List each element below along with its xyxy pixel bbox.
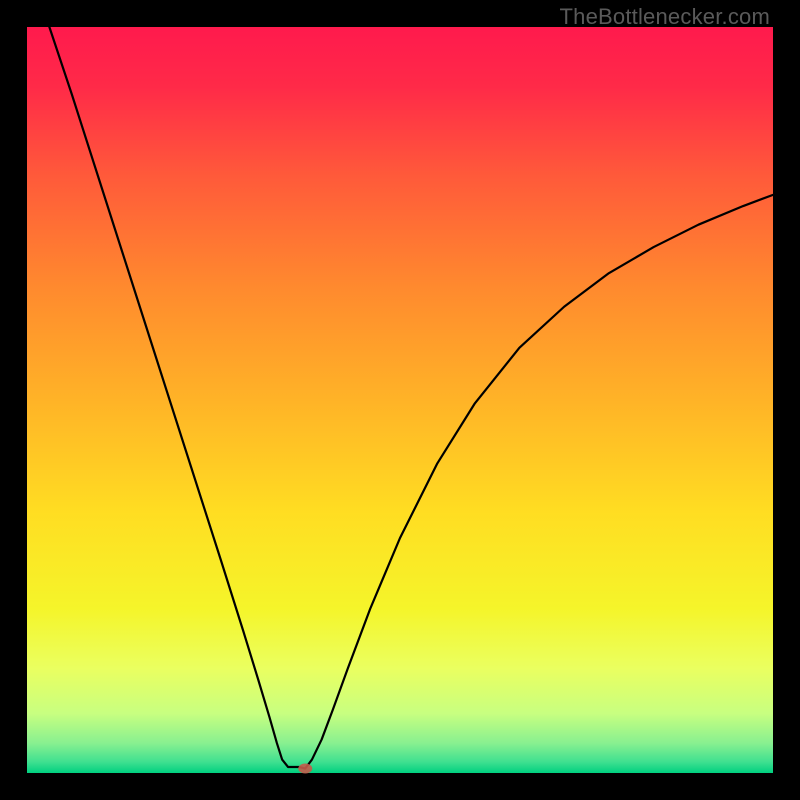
plot-svg bbox=[0, 0, 800, 800]
optimal-point-marker bbox=[298, 764, 312, 774]
watermark-text: TheBottlenecker.com bbox=[560, 4, 770, 30]
plot-background bbox=[27, 27, 773, 773]
chart-frame: TheBottlenecker.com bbox=[0, 0, 800, 800]
